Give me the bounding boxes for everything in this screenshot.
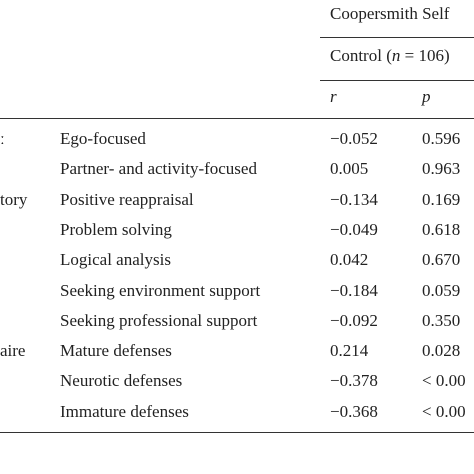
r-value: 0.005 [330,159,369,179]
subgroup-header: Control (n = 106) [330,46,450,66]
text: = 106) [400,46,450,65]
row-group: tory [0,189,28,209]
p-value: 0.169 [422,189,461,209]
row-group: ː [0,129,5,148]
p-value: < 0.00 [422,371,466,391]
text: p [422,87,431,106]
row-label: Ego-focused [60,129,146,148]
rule [0,432,474,433]
row-label: Problem solving [60,219,172,239]
column-header: p [422,87,431,107]
p-value: 0.059 [422,280,461,300]
r-value: −0.092 [330,310,378,330]
r-value: 0.214 [330,341,369,361]
r-value: 0.042 [330,250,369,270]
r-value: −0.049 [330,219,378,239]
r-value: −0.134 [330,189,378,209]
r-value: −0.378 [330,371,378,391]
row-label: Mature defenses [60,341,172,361]
row-label: Neurotic defenses [60,371,183,391]
p-value: 0.350 [422,310,461,330]
p-value: 0.963 [422,159,461,179]
p-value: 0.028 [422,341,461,361]
p-value: < 0.00 [422,401,466,421]
p-value: 0.670 [422,250,461,270]
row-label: Seeking environment support [60,280,261,300]
text: Control ( [330,46,392,65]
r-value: −0.052 [330,129,378,148]
text: n [391,46,401,65]
group-header: Coopersmith Self [330,4,450,23]
row-label: Positive reappraisal [60,189,194,209]
row-label: Partner- and activity-focused [60,159,257,179]
rule [320,37,474,38]
r-value: −0.184 [330,280,378,300]
row-label: Logical analysis [60,250,171,270]
r-value: −0.368 [330,401,378,421]
rule [0,118,474,119]
p-value: 0.618 [422,219,461,239]
row-label: Seeking professional support [60,310,258,330]
row-label: Immature defenses [60,401,189,421]
rule [320,80,474,81]
row-group: aire [0,341,26,361]
text: r [330,87,337,106]
column-header: r [330,87,337,107]
p-value: 0.596 [422,129,461,148]
